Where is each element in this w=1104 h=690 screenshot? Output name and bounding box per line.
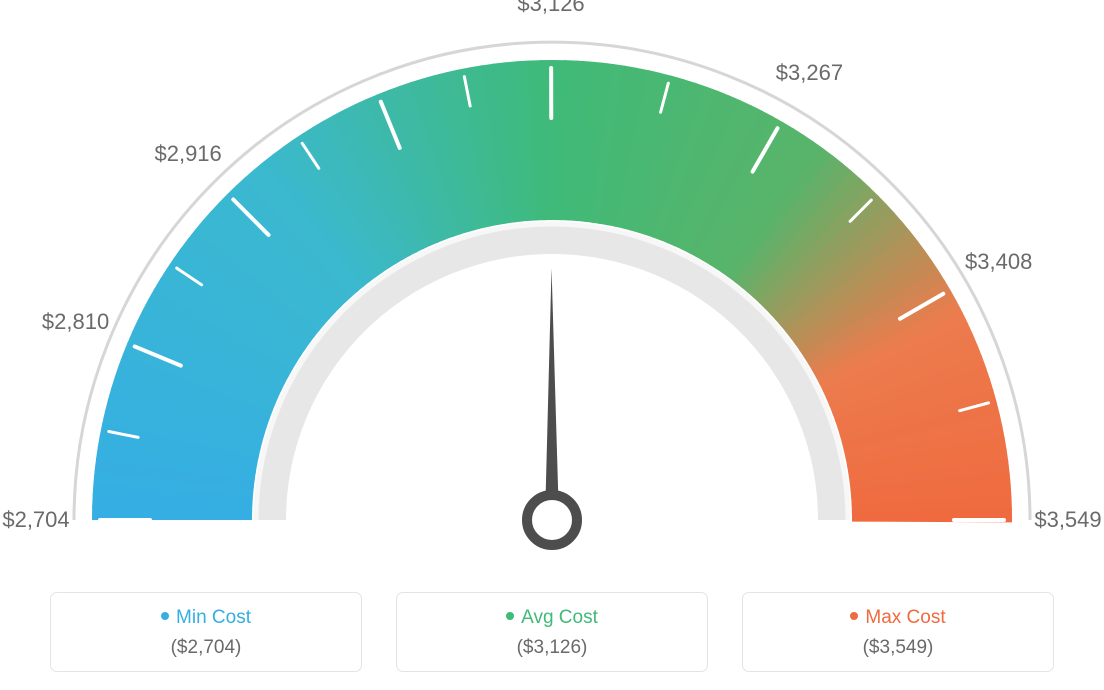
gauge-svg: [0, 0, 1104, 560]
gauge-tick-label: $3,126: [517, 0, 584, 17]
gauge-area: $2,704 $2,810 $2,916 $3,126 $3,267 $3,408 $3,5…: [0, 0, 1104, 560]
gauge-needle-hub: [527, 495, 577, 545]
chart-container: $2,704 $2,810 $2,916 $3,126 $3,267 $3,408 $3,5…: [0, 0, 1104, 690]
legend-card-avg: Avg Cost ($3,126): [396, 592, 708, 672]
gauge-tick-label: $2,810: [42, 309, 109, 335]
gauge-tick-label: $2,704: [2, 507, 69, 533]
gauge-tick-label: $3,549: [1034, 507, 1101, 533]
legend-title-min: Min Cost: [51, 607, 361, 629]
legend-title-max: Max Cost: [743, 607, 1053, 629]
legend-value-avg: ($3,126): [397, 637, 707, 659]
gauge-tick-label: $2,916: [154, 141, 221, 167]
legend-dot-icon: [850, 612, 858, 620]
legend-dot-icon: [506, 612, 514, 620]
legend-value-min: ($2,704): [51, 637, 361, 659]
legend-value-max: ($3,549): [743, 637, 1053, 659]
gauge-tick-label: $3,408: [965, 249, 1032, 275]
legend-title-text: Max Cost: [865, 607, 945, 628]
legend-card-max: Max Cost ($3,549): [742, 592, 1054, 672]
gauge-tick-label: $3,267: [776, 60, 843, 86]
legend-row: Min Cost ($2,704) Avg Cost ($3,126) Max Cost…: [0, 592, 1104, 672]
legend-title-text: Min Cost: [176, 607, 251, 628]
legend-card-min: Min Cost ($2,704): [50, 592, 362, 672]
legend-title-avg: Avg Cost: [397, 607, 707, 629]
legend-title-text: Avg Cost: [521, 607, 598, 628]
gauge-needle: [545, 268, 559, 520]
legend-dot-icon: [161, 612, 169, 620]
